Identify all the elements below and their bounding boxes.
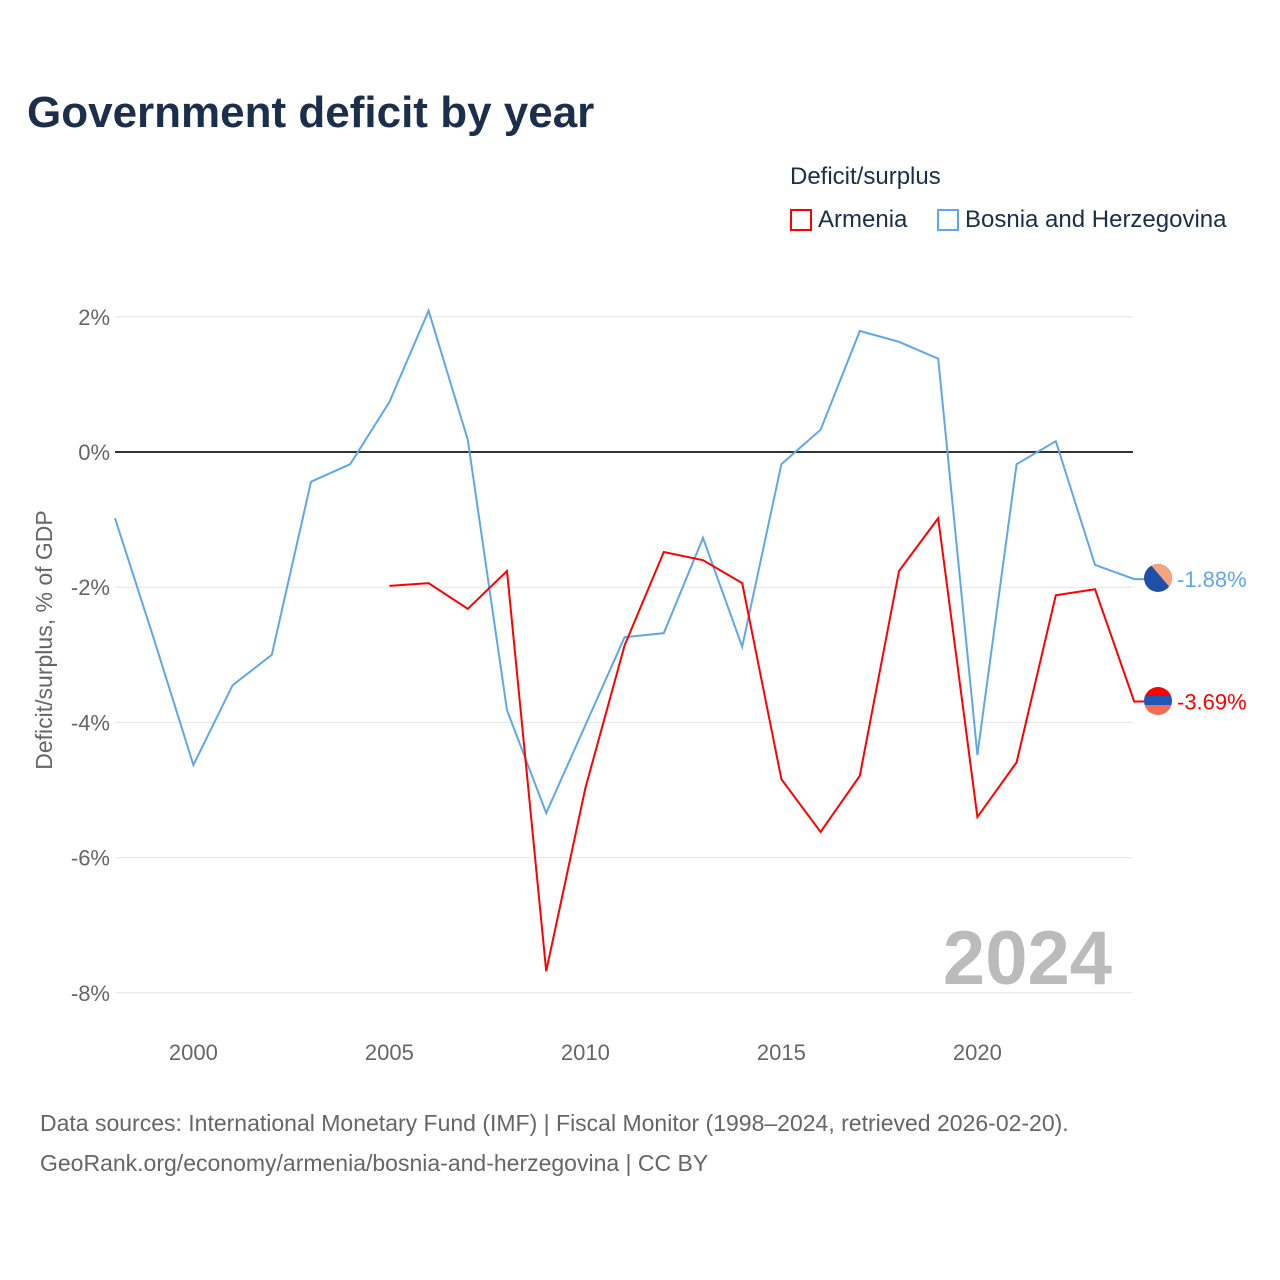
y-tick-label: -8% xyxy=(71,981,110,1006)
legend-label: Armenia xyxy=(818,206,908,233)
legend-swatch xyxy=(937,209,959,231)
legend-item-bosnia[interactable]: Bosnia and Herzegovina xyxy=(937,206,1227,234)
end-value-label: -1.88% xyxy=(1177,567,1247,592)
y-tick-label: 0% xyxy=(78,440,110,465)
y-axis-label: Deficit/surplus, % of GDP xyxy=(31,510,57,769)
year-watermark: 2024 xyxy=(943,916,1112,1001)
flag-armenia-icon xyxy=(1144,687,1172,715)
x-tick-label: 2015 xyxy=(757,1040,806,1065)
y-tick-label: -6% xyxy=(71,846,110,871)
y-tick-label: 2% xyxy=(78,305,110,330)
footer-sources: Data sources: International Monetary Fun… xyxy=(40,1110,1069,1136)
x-tick-label: 2010 xyxy=(561,1040,610,1065)
footer-url[interactable]: GeoRank.org/economy/armenia/bosnia-and-h… xyxy=(40,1150,709,1176)
x-tick-label: 2020 xyxy=(953,1040,1002,1065)
series-line-bosnia-and-herzegovina[interactable] xyxy=(114,307,1145,816)
legend-item-armenia[interactable]: Armenia xyxy=(790,206,907,234)
y-tick-label: -4% xyxy=(71,710,110,735)
series-line-armenia[interactable] xyxy=(389,515,1145,972)
legend-title: Deficit/surplus xyxy=(790,163,941,190)
x-tick-label: 2000 xyxy=(169,1040,218,1065)
end-value-label: -3.69% xyxy=(1177,689,1247,714)
legend-label: Bosnia and Herzegovina xyxy=(965,206,1227,233)
chart-title: Government deficit by year xyxy=(27,88,595,137)
x-tick-label: 2005 xyxy=(365,1040,414,1065)
y-tick-label: -2% xyxy=(71,575,110,600)
flag-bosnia-icon xyxy=(1144,564,1172,592)
legend-swatch xyxy=(790,209,812,231)
